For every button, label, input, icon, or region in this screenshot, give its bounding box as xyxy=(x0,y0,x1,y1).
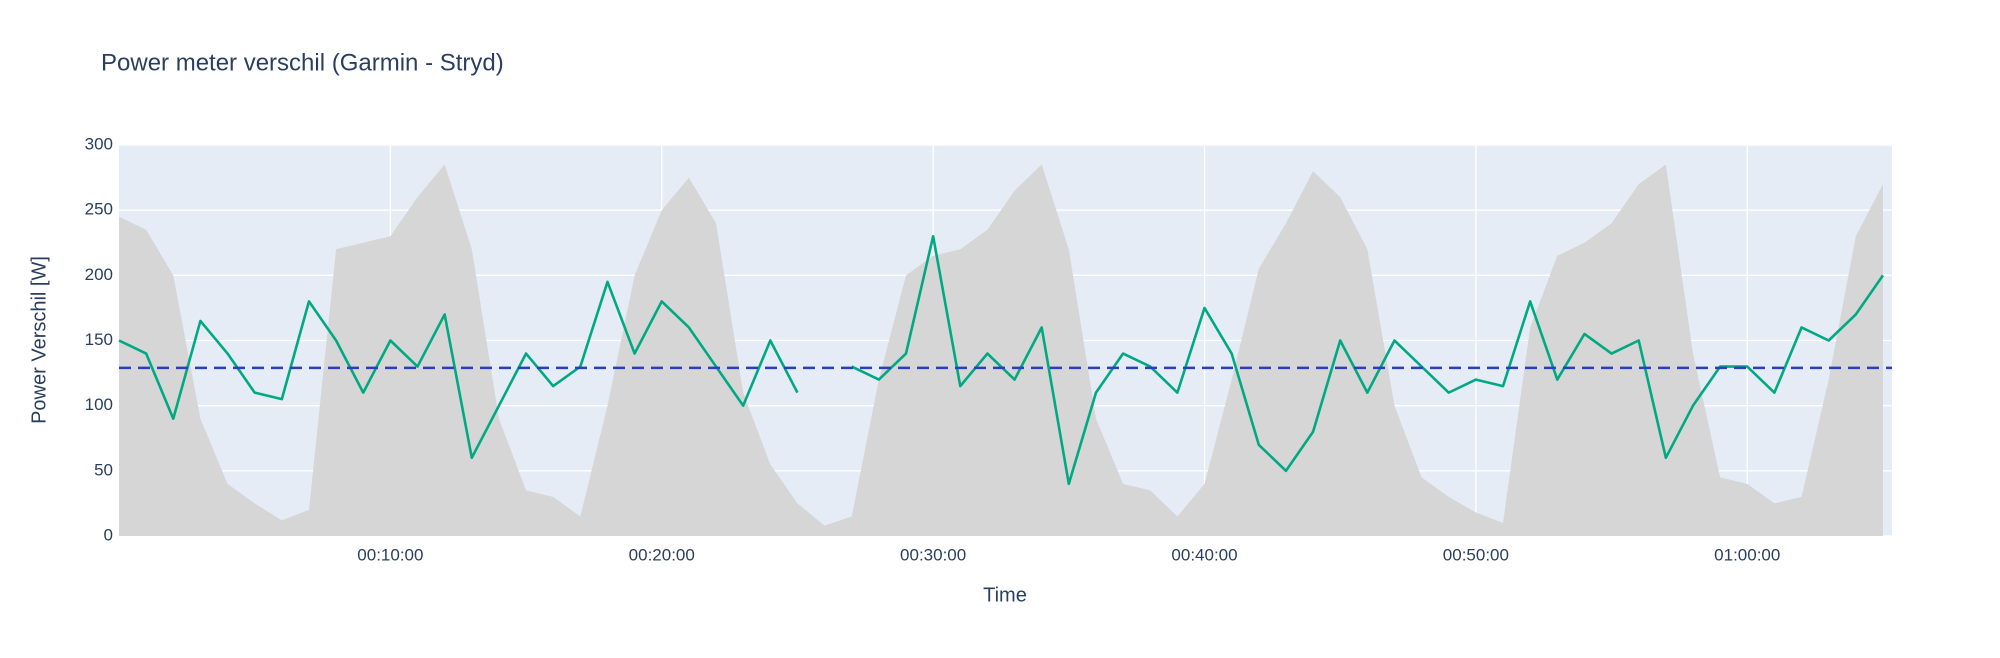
x-tick-label: 00:30:00 xyxy=(900,545,966,564)
x-tick-label: 01:00:00 xyxy=(1714,545,1780,564)
x-tick-label: 00:20:00 xyxy=(629,545,695,564)
y-tick-label: 300 xyxy=(85,134,113,153)
y-tick-label: 100 xyxy=(85,395,113,414)
y-tick-label: 150 xyxy=(85,330,113,349)
y-tick-label: 250 xyxy=(85,200,113,219)
x-tick-label: 00:50:00 xyxy=(1443,545,1509,564)
x-tick-label: 00:10:00 xyxy=(357,545,423,564)
y-tick-label: 0 xyxy=(104,525,113,544)
line xyxy=(118,234,1885,486)
y-tick-label: 200 xyxy=(85,265,113,284)
y-axis-title: Power Verschil [W] xyxy=(28,256,50,424)
y-tick-label: 50 xyxy=(94,460,113,479)
x-axis-title: Time xyxy=(983,584,1027,606)
area xyxy=(119,164,1883,537)
chart-title: Power meter verschil (Garmin - Stryd) xyxy=(101,49,504,76)
x-tick-label: 00:40:00 xyxy=(1171,545,1237,564)
